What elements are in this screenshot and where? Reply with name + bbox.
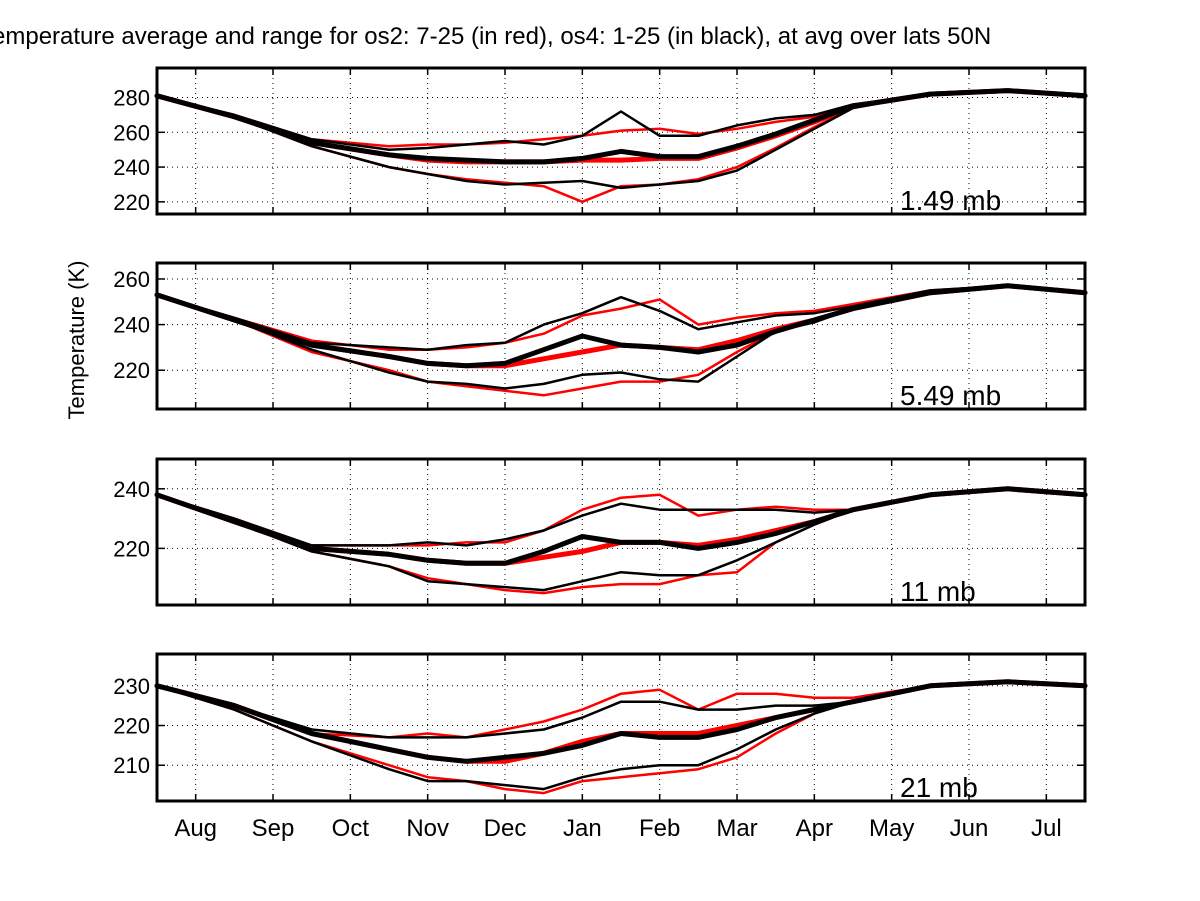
series-line-os4-min xyxy=(155,680,1087,791)
x-tick-label: Jun xyxy=(950,815,989,842)
x-tick-label: Jan xyxy=(563,815,602,842)
x-tick-label: Jul xyxy=(1031,815,1062,842)
panel-1: 220 240 260 280 1.49 mb xyxy=(113,66,1088,216)
y-tick-label: 220 xyxy=(113,536,150,561)
chart-panels: 220 240 260 280 1.49 mb 220 240 260 5.49 mb 220 24… xyxy=(113,66,1088,803)
x-axis-tick-labels: Aug Sep Oct Nov Dec Jan Feb Mar Apr May Jun Jul xyxy=(174,815,1061,842)
y-tick-label: 260 xyxy=(113,120,150,145)
panel-4: 210 220 230 21 mb xyxy=(113,652,1088,803)
x-tick-label: Feb xyxy=(639,815,680,842)
panel-frame xyxy=(155,652,1087,803)
chart-title: emperature average and range for os2: 7-… xyxy=(0,23,991,50)
panel-label: 5.49 mb xyxy=(900,380,1001,411)
y-tick-label: 240 xyxy=(113,155,150,180)
x-tick-label: Dec xyxy=(484,815,527,842)
panel-frame xyxy=(155,261,1087,411)
panel-2: 220 240 260 5.49 mb xyxy=(113,261,1088,411)
x-tick-label: May xyxy=(869,815,914,842)
series-line-os4-mean xyxy=(154,88,1088,165)
panel-label: 11 mb xyxy=(900,576,976,607)
x-tick-label: Nov xyxy=(406,815,449,842)
panel-frame xyxy=(155,457,1087,607)
x-tick-label: Oct xyxy=(332,815,370,842)
series-line-os2-max xyxy=(155,284,1087,351)
y-tick-label: 230 xyxy=(113,674,150,699)
y-tick-label: 280 xyxy=(113,86,150,111)
y-tick-label: 220 xyxy=(113,358,150,383)
panel-3: 220 240 11 mb xyxy=(113,457,1088,607)
y-axis-label: Temperature (K) xyxy=(64,261,89,420)
panel-frame xyxy=(155,66,1087,216)
y-tick-label: 210 xyxy=(113,753,150,778)
y-tick-label: 240 xyxy=(113,477,150,502)
series-line-os4-min xyxy=(155,284,1087,390)
y-tick-label: 260 xyxy=(113,267,150,292)
panel-label: 1.49 mb xyxy=(900,185,1001,216)
y-tick-label: 220 xyxy=(113,714,150,739)
x-tick-label: Sep xyxy=(252,815,295,842)
x-tick-label: Mar xyxy=(716,815,757,842)
y-tick-label: 240 xyxy=(113,313,150,338)
series-line-os4-min xyxy=(155,89,1087,190)
x-tick-label: Apr xyxy=(796,815,833,842)
y-tick-label: 220 xyxy=(113,190,150,215)
panel-label: 21 mb xyxy=(900,772,978,803)
x-tick-label: Aug xyxy=(174,815,217,842)
series-line-os4-min xyxy=(155,487,1087,592)
